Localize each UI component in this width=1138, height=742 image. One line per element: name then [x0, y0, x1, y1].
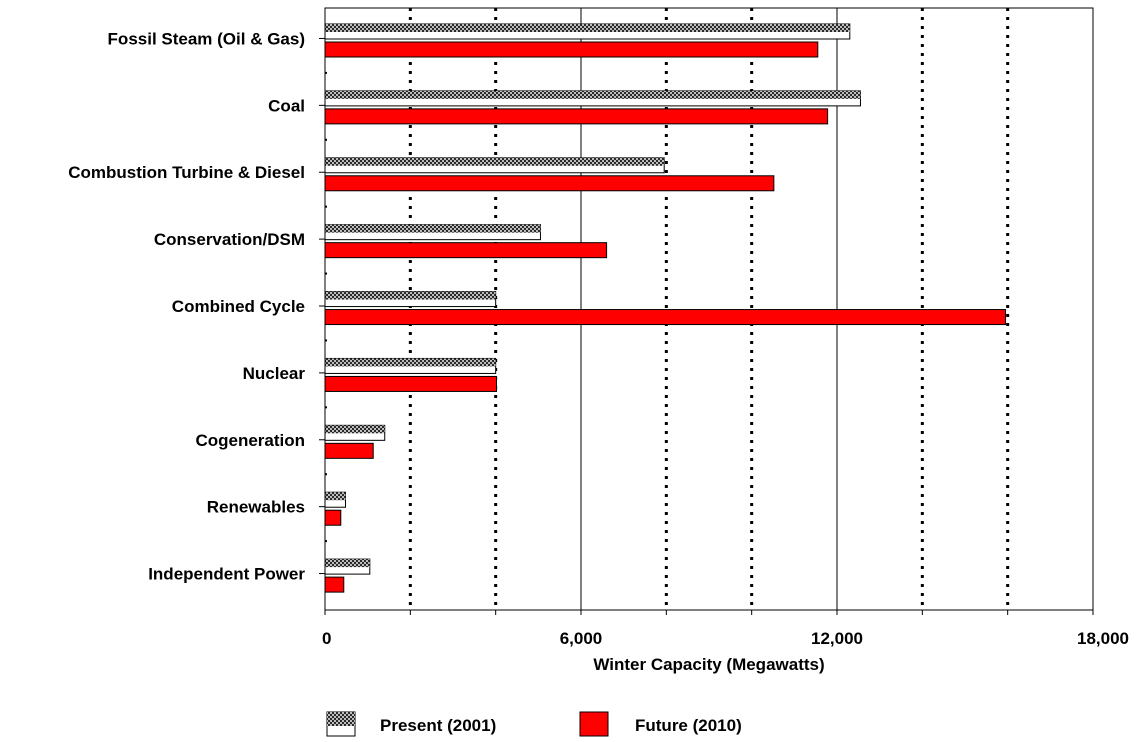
bar-present-pattern — [325, 24, 850, 32]
plot-frame — [324, 7, 1094, 611]
bar-future — [324, 576, 345, 593]
category-labels: Fossil Steam (Oil & Gas) Coal Combustion T… — [68, 29, 305, 583]
x-tick-label: 18,000 — [1077, 629, 1129, 648]
bar-future — [324, 108, 829, 125]
bars — [324, 23, 1007, 593]
bar-present-pattern — [325, 358, 496, 367]
bar-future — [324, 509, 342, 526]
category-label: Renewables — [207, 498, 305, 517]
category-label: Fossil Steam (Oil & Gas) — [108, 29, 305, 48]
bar-future — [324, 309, 1007, 326]
bar-future — [324, 442, 374, 459]
bar-future — [324, 175, 775, 192]
bar-present-pattern — [325, 559, 370, 568]
grid-lines — [408, 8, 1010, 610]
bar-present-pattern — [325, 224, 541, 233]
bar-future — [324, 375, 498, 392]
x-tick-label: 12,000 — [811, 629, 863, 648]
bar-present-pattern — [325, 291, 496, 300]
legend-label-present: Present (2001) — [380, 716, 496, 735]
category-label: Combined Cycle — [172, 297, 305, 316]
bar-present-pattern — [325, 492, 346, 501]
bar-future — [324, 41, 819, 58]
legend: Present (2001) Future (2010) — [326, 711, 742, 737]
bar-present-pattern — [325, 90, 861, 99]
legend-swatch-future — [579, 711, 609, 737]
category-label: Coal — [268, 96, 305, 115]
bar-future — [324, 242, 608, 259]
category-label: Conservation/DSM — [154, 230, 305, 249]
category-label: Cogeneration — [195, 431, 305, 450]
x-tick-label: 0 — [322, 629, 331, 648]
bar-present-pattern — [325, 157, 665, 166]
category-label: Combustion Turbine & Diesel — [68, 163, 305, 182]
x-axis-title: Winter Capacity (Megawatts) — [593, 655, 824, 674]
x-tick-labels: 0 6,000 12,000 18,000 — [322, 629, 1129, 648]
category-label: Nuclear — [243, 364, 306, 383]
legend-label-future: Future (2010) — [635, 716, 742, 735]
bar-present-pattern — [325, 425, 385, 434]
axes — [319, 7, 1094, 615]
legend-swatch-present-pattern — [327, 712, 355, 726]
category-label: Independent Power — [148, 565, 305, 584]
x-tick-label: 6,000 — [560, 629, 603, 648]
